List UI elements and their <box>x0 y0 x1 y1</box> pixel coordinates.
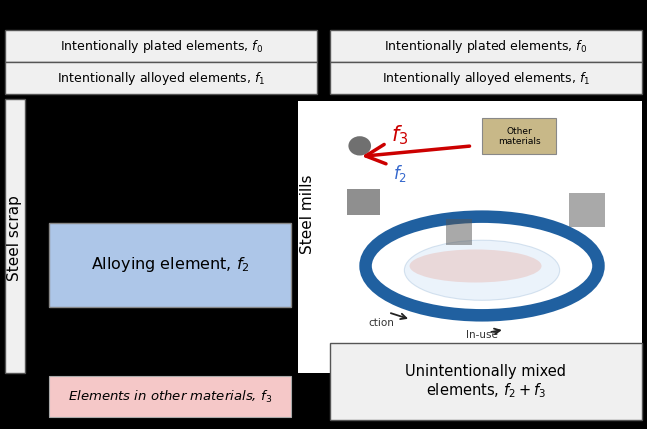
Text: Steel scrap: Steel scrap <box>7 195 23 281</box>
Text: Intentionally alloyed elements, $f_1$: Intentionally alloyed elements, $f_1$ <box>382 70 590 87</box>
Text: $f_2$: $f_2$ <box>393 163 407 184</box>
FancyBboxPatch shape <box>446 219 472 245</box>
FancyBboxPatch shape <box>5 99 25 373</box>
Text: Elements in other materials, $f_3$: Elements in other materials, $f_3$ <box>68 389 272 405</box>
FancyBboxPatch shape <box>330 62 642 94</box>
Text: Intentionally plated elements, $f_0$: Intentionally plated elements, $f_0$ <box>60 38 263 54</box>
FancyBboxPatch shape <box>5 62 317 94</box>
Text: Other
materials: Other materials <box>498 127 540 146</box>
FancyBboxPatch shape <box>482 118 556 154</box>
FancyBboxPatch shape <box>569 193 605 227</box>
Text: ction: ction <box>369 317 395 328</box>
Text: Unintentionally mixed
elements, $f_2 + f_3$: Unintentionally mixed elements, $f_2 + f… <box>406 363 566 400</box>
FancyBboxPatch shape <box>5 30 317 62</box>
FancyBboxPatch shape <box>347 189 380 214</box>
Text: Intentionally plated elements, $f_0$: Intentionally plated elements, $f_0$ <box>384 38 587 54</box>
FancyBboxPatch shape <box>49 376 291 417</box>
FancyBboxPatch shape <box>49 223 291 307</box>
FancyBboxPatch shape <box>330 343 642 420</box>
Text: In-use: In-use <box>466 330 498 341</box>
Ellipse shape <box>410 249 542 282</box>
Text: Intentionally alloyed elements, $f_1$: Intentionally alloyed elements, $f_1$ <box>57 70 265 87</box>
Text: Alloying element, $f_2$: Alloying element, $f_2$ <box>91 255 249 275</box>
Text: $f_3$: $f_3$ <box>391 123 408 147</box>
Ellipse shape <box>348 136 371 156</box>
FancyBboxPatch shape <box>298 101 642 373</box>
Text: Steel mills: Steel mills <box>300 175 315 254</box>
FancyBboxPatch shape <box>330 30 642 62</box>
Ellipse shape <box>404 240 560 300</box>
